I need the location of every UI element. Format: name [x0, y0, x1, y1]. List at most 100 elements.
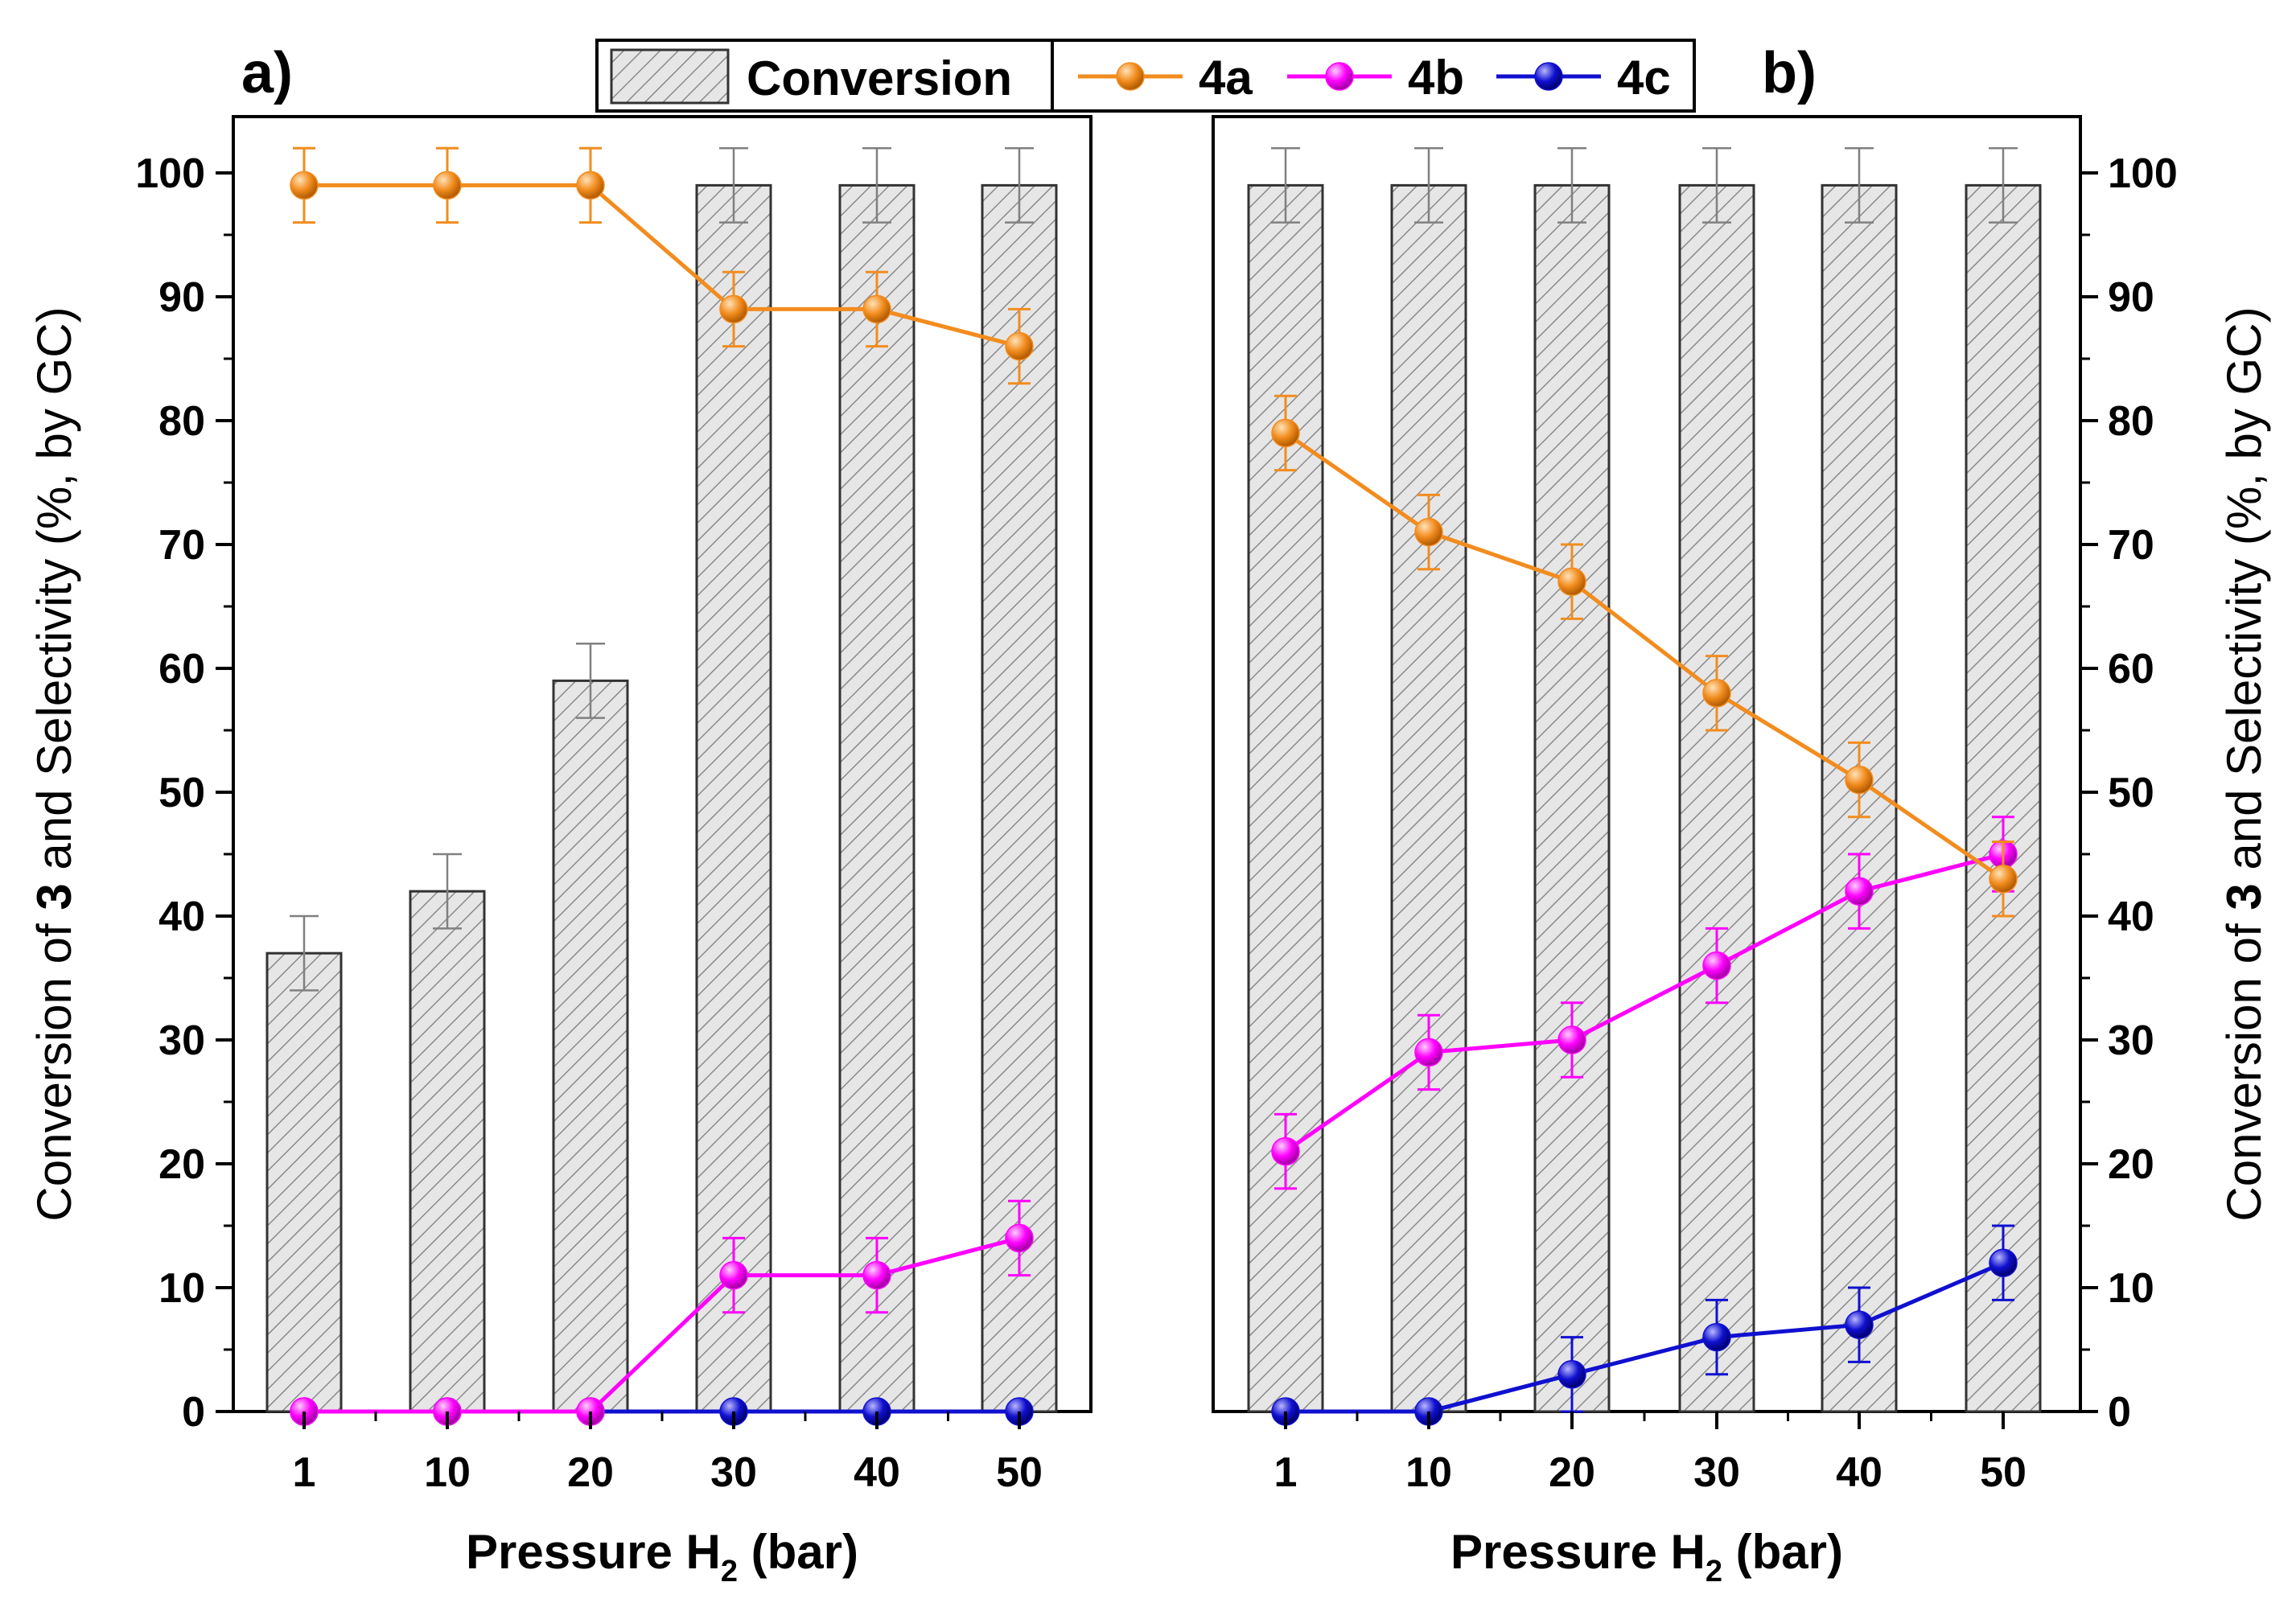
panel-a-ylabel: Conversion of 3 and Selectivity (%, by G…: [27, 306, 81, 1221]
panel-b-frame: [1212, 115, 2082, 1413]
data-point-4b: [1414, 1038, 1443, 1067]
y-tick-label: 0: [182, 1389, 205, 1436]
data-point-4b: [1702, 951, 1731, 980]
data-point-4c: [1557, 1360, 1586, 1389]
x-tick-label: 20: [1549, 1449, 1595, 1496]
data-point-4a: [1557, 567, 1586, 596]
data-point-4a: [1845, 765, 1874, 795]
conversion-error-bar: [1005, 146, 1034, 224]
data-point-4a: [1414, 517, 1443, 547]
conversion-error-bar: [1989, 146, 2018, 224]
conversion-bar: [409, 890, 486, 1413]
y-tick-label: 50: [158, 770, 205, 816]
legend-marker-4a: [1116, 62, 1145, 91]
conversion-error-bar: [719, 146, 748, 224]
data-point-4a: [433, 171, 462, 200]
panel-b-ylabel: Conversion of 3 and Selectivity (%, by G…: [2217, 306, 2271, 1221]
data-point-4c: [1845, 1310, 1874, 1339]
data-point-4b: [1271, 1136, 1300, 1166]
legend-marker-4c: [1534, 62, 1563, 91]
y-tick-label: 90: [2108, 274, 2154, 321]
x-tick-label: 1: [293, 1449, 316, 1496]
data-point-4b: [1557, 1025, 1586, 1054]
data-point-4b: [1005, 1223, 1034, 1253]
y-tick-label: 100: [135, 150, 205, 197]
x-tick-label: 50: [1980, 1449, 2026, 1496]
y-tick-label: 90: [158, 274, 205, 321]
y-tick-label: 40: [158, 894, 205, 940]
legend-marker-4b: [1325, 62, 1354, 91]
y-tick-label: 100: [2108, 150, 2178, 197]
legend-label-4a: 4a: [1199, 51, 1253, 105]
data-point-4a: [290, 171, 319, 200]
panel-b-label: b): [1762, 41, 1817, 105]
y-tick-label: 20: [2108, 1141, 2154, 1188]
y-tick-label: 40: [2108, 894, 2154, 940]
series-line-4a: [1284, 431, 2005, 881]
legend-item-4c: 4c: [1496, 51, 1671, 105]
x-tick-label: 50: [996, 1449, 1043, 1496]
data-point-4a: [1989, 865, 2018, 894]
data-point-4b: [719, 1260, 748, 1290]
x-tick-label: 40: [1836, 1449, 1882, 1496]
conversion-bar: [1533, 183, 1611, 1413]
y-tick-label: 10: [2108, 1265, 2154, 1312]
data-point-4b: [1845, 877, 1874, 906]
series-line-4c: [1286, 1260, 2004, 1414]
conversion-error-bar: [290, 914, 319, 992]
y-tick-label: 0: [2108, 1389, 2131, 1436]
panel-a-xlabel: Pressure H2 (bar): [466, 1525, 858, 1588]
conversion-error-bar: [1271, 146, 1300, 224]
y-tick-label: 50: [2108, 770, 2154, 816]
data-point-4b: [862, 1260, 891, 1290]
data-point-4a: [719, 294, 748, 324]
panel-b-series: [1271, 394, 2018, 1426]
data-point-4a: [1702, 679, 1731, 708]
data-point-4c: [1989, 1248, 2018, 1277]
y-tick-label: 80: [158, 398, 205, 445]
x-tick-label: 40: [854, 1449, 900, 1496]
data-point-4a: [1271, 418, 1300, 448]
data-point-4c: [1702, 1322, 1731, 1352]
data-point-4a: [576, 171, 605, 200]
conversion-bar: [1390, 183, 1467, 1413]
conversion-error-bar: [1414, 146, 1443, 224]
conversion-error-bar: [1845, 146, 1874, 224]
conversion-error-bar: [433, 853, 462, 930]
y-tick-label: 60: [158, 646, 205, 692]
conversion-error-bar: [862, 146, 891, 224]
panel-b-xlabel: Pressure H2 (bar): [1450, 1525, 1843, 1588]
conversion-bar: [695, 183, 772, 1413]
y-tick-label: 70: [158, 522, 205, 569]
y-tick-label: 80: [2108, 398, 2154, 445]
x-tick-label: 1: [1274, 1449, 1298, 1496]
conversion-error-bar: [1702, 146, 1731, 224]
legend-label-4b: 4b: [1408, 51, 1464, 105]
conversion-bar: [1247, 183, 1324, 1413]
legend-conversion-swatch: [610, 48, 730, 105]
series-line-4b: [1284, 852, 2004, 1153]
data-point-4a: [862, 294, 891, 324]
conversion-error-bar: [1557, 146, 1586, 224]
panel-a-series: [290, 146, 1034, 1426]
conversion-bar: [838, 183, 916, 1413]
legend-item-4b: 4b: [1287, 51, 1464, 105]
series-line-4b: [304, 1235, 1020, 1414]
panel-b-bars: [1247, 146, 2042, 1413]
conversion-bar: [1678, 183, 1755, 1413]
y-tick-label: 30: [158, 1017, 205, 1064]
x-tick-label: 10: [1405, 1449, 1452, 1496]
conversion-bar: [552, 679, 629, 1413]
y-tick-label: 60: [2108, 646, 2154, 692]
legend-conversion-label: Conversion: [747, 51, 1012, 105]
y-tick-label: 20: [158, 1141, 205, 1188]
legend-item-4a: 4a: [1078, 51, 1253, 105]
legend-series-items: 4a 4b 4c: [1078, 51, 1671, 105]
data-point-4a: [1005, 331, 1034, 361]
series-line-4a: [304, 183, 1020, 349]
